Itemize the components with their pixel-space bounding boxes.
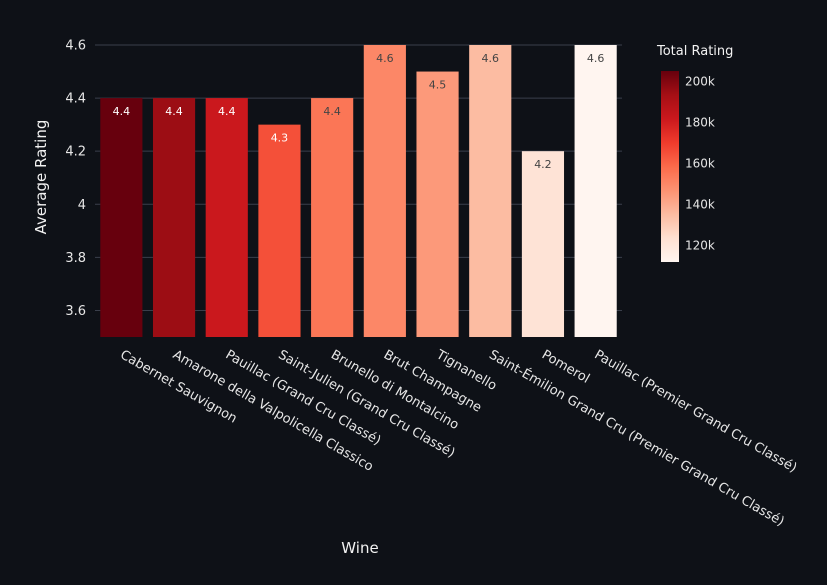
y-tick-label: 4.4 <box>65 92 86 107</box>
bar[interactable] <box>100 98 143 337</box>
colorbar-tick-label: 120k <box>685 239 715 253</box>
bar-value-label: 4.3 <box>271 132 289 145</box>
bar-value-label: 4.4 <box>323 105 341 118</box>
y-axis-title: Average Rating <box>32 120 50 235</box>
bar[interactable] <box>205 98 248 337</box>
y-tick-label: 4.6 <box>65 39 86 54</box>
x-axis-title: Wine <box>341 539 378 557</box>
bar[interactable] <box>363 45 406 337</box>
colorbar-legend: Total Rating 120k 140k 160k 180k 200k <box>656 44 733 262</box>
y-tick-label: 4.2 <box>65 145 86 160</box>
colorbar-tick-label: 180k <box>685 115 715 129</box>
bar[interactable] <box>574 45 617 337</box>
bar-value-label: 4.4 <box>113 105 131 118</box>
y-tick-label: 3.8 <box>65 251 86 266</box>
colorbar-tick-label: 140k <box>685 197 715 211</box>
bar[interactable] <box>521 151 565 337</box>
data-labels: 4.4 4.4 4.4 4.3 4.4 4.6 4.5 4.6 4.2 4.6 <box>113 52 605 171</box>
colorbar-title: Total Rating <box>656 44 733 59</box>
bar-value-label: 4.6 <box>376 52 394 65</box>
x-tick-label: Pauillac (Premier Grand Cru Classé) <box>592 347 800 476</box>
colorbar-tick-label: 160k <box>685 156 715 170</box>
bar[interactable] <box>258 124 301 338</box>
bar-value-label: 4.6 <box>587 52 605 65</box>
y-axis: 3.6 3.8 4 4.2 4.4 4.6 <box>65 39 86 319</box>
colorbar-tick-label: 200k <box>685 74 715 88</box>
bar-value-label: 4.2 <box>534 158 552 171</box>
bar[interactable] <box>469 45 512 337</box>
y-tick-label: 3.6 <box>65 304 86 319</box>
bars <box>100 45 617 338</box>
bar-value-label: 4.4 <box>218 105 236 118</box>
bar[interactable] <box>416 71 459 337</box>
bar-value-label: 4.6 <box>482 52 500 65</box>
bar[interactable] <box>311 98 354 337</box>
bar-value-label: 4.4 <box>165 105 183 118</box>
bar-value-label: 4.5 <box>429 79 447 92</box>
y-tick-label: 4 <box>78 198 86 213</box>
colorbar-gradient <box>661 71 679 262</box>
bar[interactable] <box>152 98 196 337</box>
